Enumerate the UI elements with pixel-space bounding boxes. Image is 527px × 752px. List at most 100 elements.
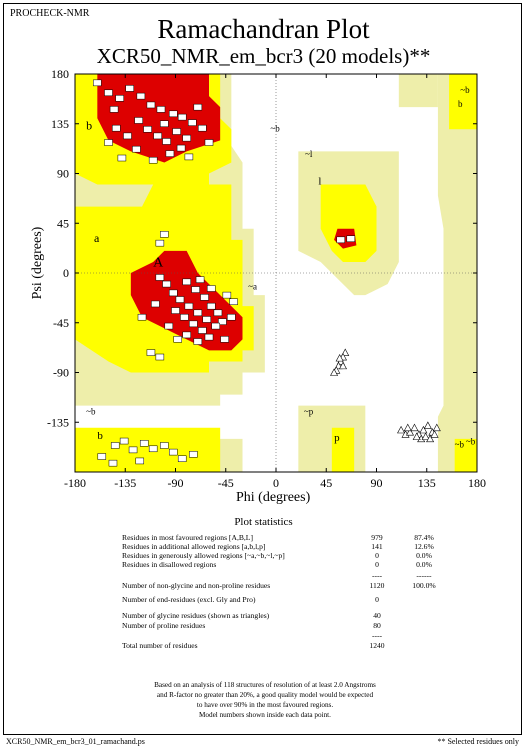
residue-point	[204, 333, 214, 341]
stats-count: 80	[373, 621, 381, 630]
stats-heading: Plot statistics	[234, 516, 293, 528]
stats-label: Residues in disallowed regions	[122, 560, 217, 569]
region-label: ~b	[86, 407, 96, 417]
region-generous-top-right	[398, 74, 438, 108]
region-label: ~b	[466, 436, 476, 446]
region-generous-right	[437, 74, 477, 472]
glycine-triangle	[432, 423, 441, 432]
residue-point	[182, 331, 191, 339]
residue-point	[119, 437, 129, 445]
residue-point	[198, 327, 207, 334]
residue-point	[117, 154, 127, 162]
stats-row: Total number of residues 1240	[122, 641, 452, 651]
residue-point	[191, 286, 200, 293]
residue-point	[169, 448, 178, 456]
region-label: ~b	[455, 440, 465, 450]
residue-point	[148, 156, 158, 164]
footnote-line: Model numbers shown inside each data poi…	[199, 711, 331, 719]
residue-point	[110, 442, 120, 449]
y-tick-label: 90	[57, 167, 69, 181]
residue-point	[182, 134, 191, 142]
region-label: l	[318, 176, 321, 188]
stats-row: Residues in most favoured regions [A,B,L…	[122, 533, 452, 543]
glycine-triangle	[405, 428, 415, 436]
selected-note: ** Selected residues only	[437, 737, 519, 746]
residue-point	[104, 139, 113, 146]
stats-pct: ------	[416, 571, 432, 580]
glycine-triangle	[397, 425, 406, 434]
region-label: ~b	[460, 85, 470, 95]
y-axis-label: Psi (degrees)	[30, 226, 45, 300]
residue-point	[123, 132, 132, 140]
residue-point	[222, 291, 232, 299]
residue-point	[135, 457, 145, 465]
footnote-line: Based on an analysis of 118 structures o…	[154, 681, 376, 689]
residue-point	[177, 455, 187, 462]
stats-label: Number of proline residues	[122, 621, 206, 630]
glycine-triangle	[430, 430, 439, 438]
residue-point	[132, 145, 141, 153]
region-allowed-right-top	[449, 74, 477, 130]
residue-point	[165, 150, 175, 157]
residue-point	[206, 285, 216, 292]
stats-pct: 12.6%	[414, 542, 434, 551]
stats-row: Residues in additional allowed regions […	[122, 542, 452, 552]
residue-point	[193, 338, 203, 345]
residue-point	[112, 124, 121, 132]
residue-point	[160, 442, 169, 449]
stats-row: Residues in disallowed regions 0 0.0%	[122, 560, 452, 570]
stats-label: Total number of residues	[122, 641, 198, 650]
region-allowed-p	[331, 427, 355, 472]
program-label: PROCHECK-NMR	[10, 8, 90, 19]
glycine-triangle	[426, 434, 435, 443]
residue-point	[193, 309, 203, 317]
residue-point	[146, 101, 156, 109]
residue-point	[188, 119, 197, 126]
residue-point	[136, 92, 146, 100]
residue-point	[151, 300, 160, 308]
residue-point	[184, 153, 194, 161]
residue-point	[125, 85, 134, 92]
y-tick-label: 180	[51, 67, 69, 81]
residue-point	[213, 309, 223, 317]
x-tick-label: 180	[468, 476, 486, 490]
residue-point	[200, 294, 209, 301]
residue-point	[218, 318, 227, 325]
glycine-triangle	[423, 421, 432, 429]
stats-count: 141	[371, 542, 383, 551]
x-tick-label: 0	[273, 476, 279, 490]
x-tick-label: 90	[371, 476, 383, 490]
x-tick-label: -45	[218, 476, 234, 490]
chart-title: Ramachandran Plot	[157, 14, 370, 44]
stats-row: Number of non-glycine and non-proline re…	[122, 581, 452, 591]
region-label: ~l	[305, 149, 313, 159]
residue-point	[175, 296, 185, 303]
stats-row: Number of proline residues 80	[122, 621, 452, 631]
page-frame	[3, 3, 522, 735]
residue-point	[104, 89, 113, 97]
residue-point	[128, 446, 138, 454]
residue-point	[202, 316, 212, 323]
residue-point	[184, 302, 194, 310]
stats-pct: 87.4%	[414, 533, 434, 542]
residue-point	[137, 313, 147, 321]
region-label: b	[458, 99, 463, 109]
residue-point	[160, 231, 169, 238]
residue-point	[336, 236, 346, 244]
glycine-triangle	[421, 432, 430, 440]
residue-point	[198, 124, 207, 132]
residue-point	[189, 320, 198, 328]
y-tick-label: -45	[53, 316, 69, 330]
residue-point	[220, 336, 229, 343]
x-tick-label: -135	[114, 476, 136, 490]
stats-row: ----	[122, 631, 452, 641]
residue-point	[162, 138, 171, 145]
footnote-line: to have over 90% in the most favoured re…	[196, 701, 334, 709]
residue-point	[160, 120, 169, 127]
y-tick-label: -135	[47, 415, 69, 429]
stats-count: 1240	[369, 641, 385, 650]
region-label: ~p	[304, 407, 314, 417]
glycine-triangle	[338, 361, 348, 370]
region-label: p	[334, 432, 340, 444]
residue-point	[180, 313, 189, 321]
